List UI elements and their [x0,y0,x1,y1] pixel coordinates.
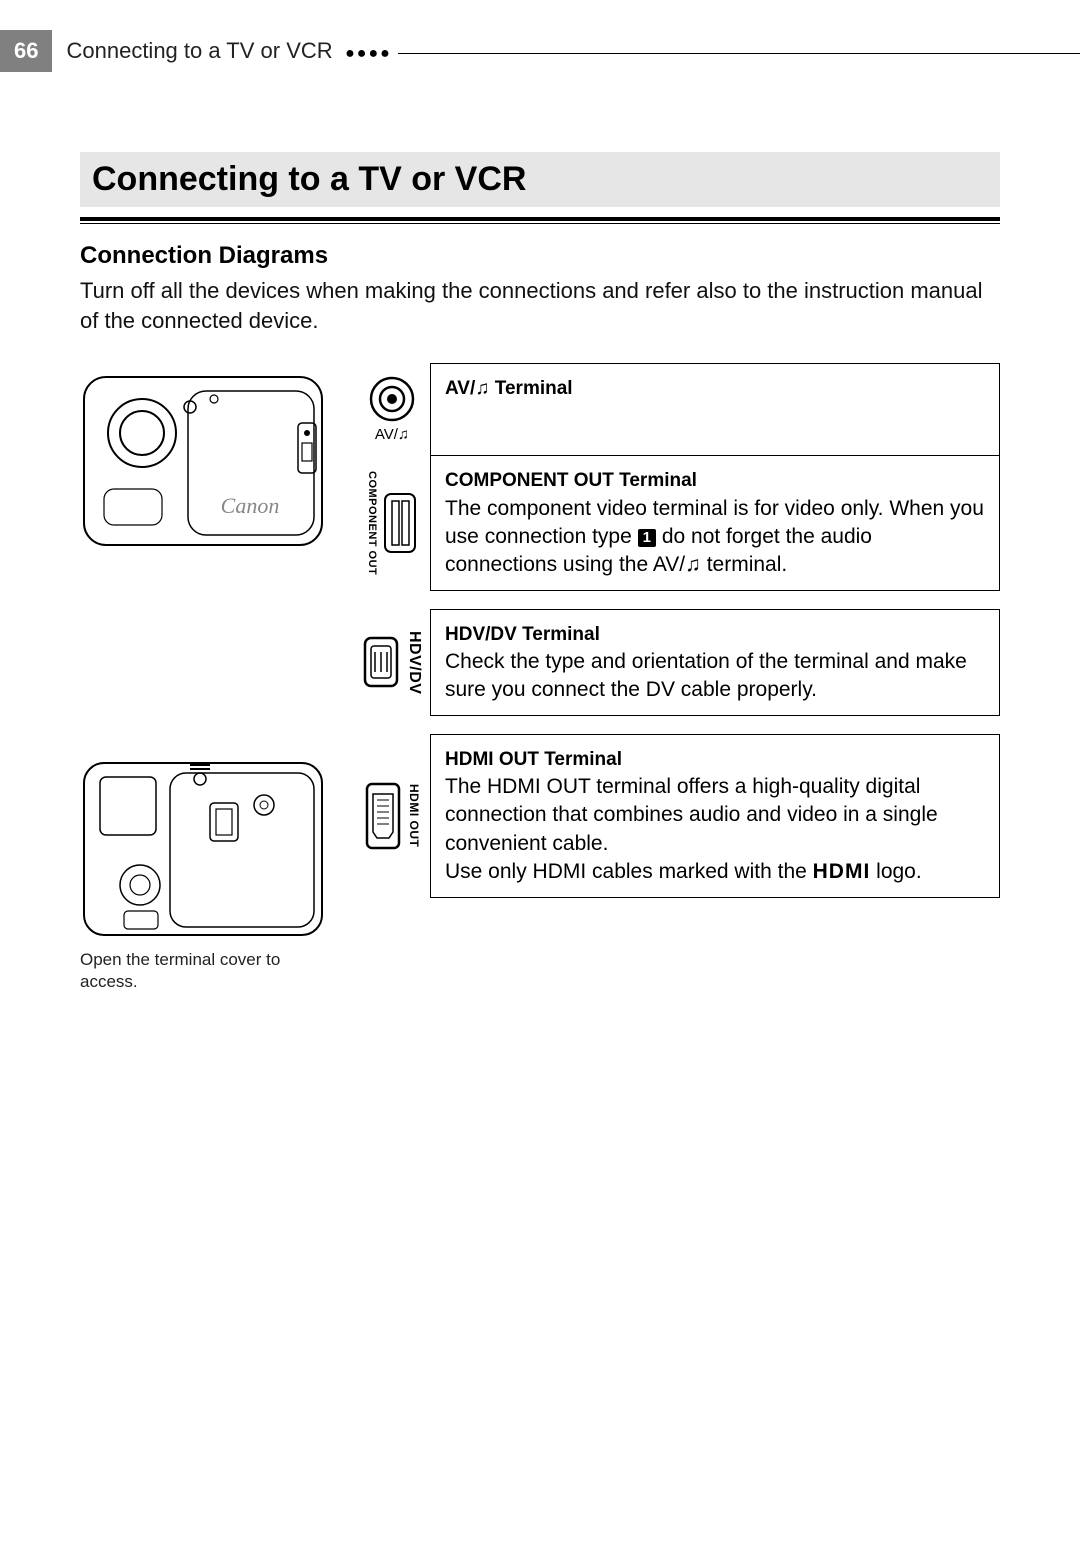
av-label-prefix: AV/ [375,426,398,443]
hdmi-desc: HDMI OUT Terminal The HDMI OUT terminal … [430,734,1000,898]
hdvdv-title: HDV/DV Terminal [445,624,600,645]
hdmi-row: HDMI OUT HDMI OUT Terminal The HDMI OUT … [354,734,1000,898]
component-title: COMPONENT OUT Terminal [445,470,697,491]
av-icon-label: AV/♫ [375,426,409,443]
hdmi-title: HDMI OUT Terminal [445,749,622,770]
right-column: AV/♫ AV/♫ Terminal COMPONENT OUT [354,363,1000,992]
hdvdv-port-icon [361,634,401,690]
component-side-label: COMPONENT OUT [366,471,378,575]
page-content: Connecting to a TV or VCR Connection Dia… [0,152,1080,992]
hdmi-icon-cell: HDMI OUT [354,734,430,898]
av-icon-cell: AV/♫ [354,363,430,455]
av-title-prefix: AV/ [445,378,475,399]
hdmi-side-label: HDMI OUT [407,784,421,847]
hdvdv-body: Check the type and orientation of the te… [445,648,985,705]
header-rule [398,53,1080,54]
hdmi-logo-icon: HDMI [813,860,871,883]
component-icon-cell: COMPONENT OUT [354,455,430,590]
component-body: The component video terminal is for vide… [445,495,985,580]
hdmi-body2b: logo. [870,860,921,883]
component-body-2c: terminal. [701,553,787,576]
diagram-area: Canon [80,363,1000,992]
page-header: 66 Connecting to a TV or VCR ●●●● [0,30,1080,72]
camera-illustration-bottom [80,753,328,943]
chapter-title: Connecting to a TV or VCR [80,152,1000,207]
header-dots: ●●●● [345,45,392,62]
camera-illustration-top: Canon [80,363,328,553]
left-column: Canon [80,363,340,992]
page-number: 66 [0,30,52,72]
camera-top-svg: Canon [80,363,328,553]
thin-rule [80,223,1000,224]
running-title-text: Connecting to a TV or VCR [66,38,332,63]
av-desc: AV/♫ Terminal [430,363,1000,455]
camera-bottom-wrapper: Open the terminal cover to access. [80,753,340,992]
section-heading: Connection Diagrams [80,242,1000,270]
hdmi-body1: The HDMI OUT terminal offers a high-qual… [445,773,985,858]
component-port-icon [382,491,418,555]
component-body-1: The component video terminal is for vide… [445,497,884,520]
hdmi-port-icon [363,780,403,852]
av-title-suffix: Terminal [490,378,573,399]
hdvdv-icon-cell: HDV/DV [354,609,430,716]
av-row: AV/♫ AV/♫ Terminal [354,363,1000,455]
headphone-icon-small: ♫ [398,426,409,443]
running-title: Connecting to a TV or VCR ●●●● [66,38,391,64]
headphone-icon: ♫ [475,378,489,399]
terminal-group-1: AV/♫ AV/♫ Terminal COMPONENT OUT [354,363,1000,590]
intro-text: Turn off all the devices when making the… [80,276,1000,335]
type-badge-icon: 1 [638,529,656,547]
svg-text:Canon: Canon [221,493,280,518]
bottom-caption: Open the terminal cover to access. [80,949,340,992]
hdvdv-row: HDV/DV HDV/DV Terminal Check the type an… [354,609,1000,716]
av-title: AV/♫ Terminal [445,378,573,399]
hdvdv-desc: HDV/DV Terminal Check the type and orien… [430,609,1000,716]
hdmi-body2: Use only HDMI cables marked with the HDM… [445,858,985,886]
component-row: COMPONENT OUT COMPONENT OUT Terminal The… [354,455,1000,590]
av-jack-icon [368,375,416,423]
thick-rule [80,217,1000,221]
hdvdv-side-label: HDV/DV [405,631,423,694]
camera-bottom-svg [80,753,328,943]
component-desc: COMPONENT OUT Terminal The component vid… [430,455,1000,590]
headphone-icon-2: ♫ [685,553,701,576]
hdmi-body2a: Use only HDMI cables marked with the [445,860,813,883]
